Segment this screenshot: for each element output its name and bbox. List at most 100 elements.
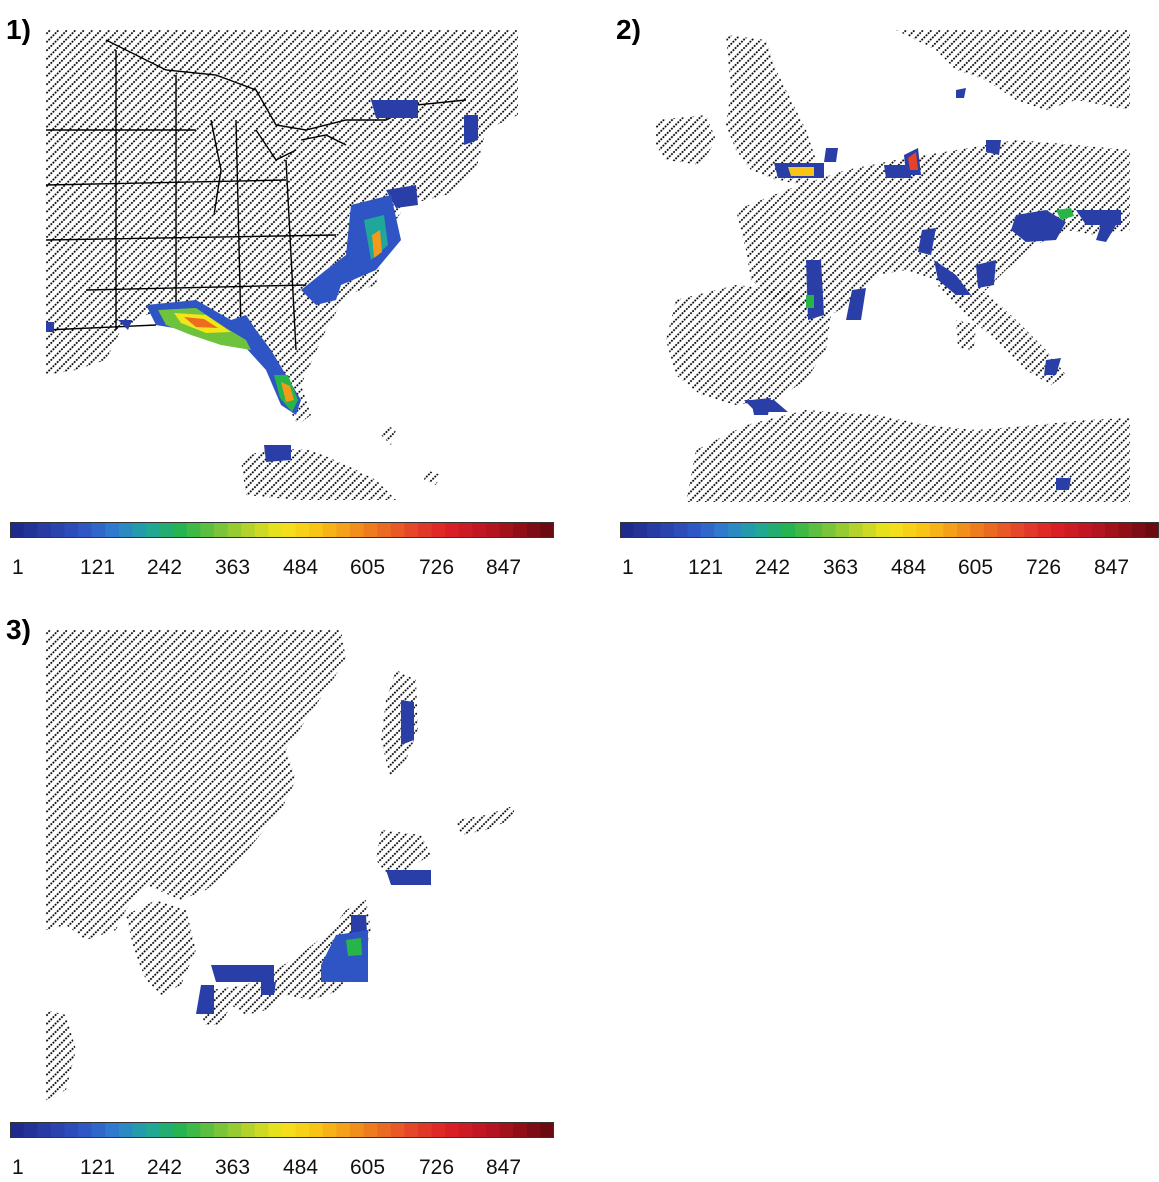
colorbar-cell: [105, 522, 120, 538]
colorbar-cell: [10, 1122, 25, 1138]
colorbar-cell: [64, 1122, 79, 1138]
colorbar-cell: [431, 522, 446, 538]
colorbar-cell: [200, 1122, 215, 1138]
colorbar-cell: [23, 1122, 38, 1138]
colorbar-cell: [1037, 522, 1052, 538]
colorbar-cell: [186, 1122, 201, 1138]
colorbar-cell: [309, 1122, 324, 1138]
colorbar-cell: [445, 522, 460, 538]
colorbar-cell: [146, 522, 161, 538]
data-heat: [744, 88, 1121, 490]
colorbar-cell: [390, 1122, 405, 1138]
colorbar-cell: [254, 522, 269, 538]
colorbar-cell: [660, 522, 675, 538]
colorbar-cell: [862, 522, 877, 538]
colorbar-cell: [540, 1122, 554, 1138]
colorbar-cell: [486, 1122, 501, 1138]
tick-label: 484: [283, 1156, 319, 1179]
colorbar: [10, 522, 554, 538]
tick-label: 847: [1094, 556, 1130, 579]
tick-label: 847: [486, 1156, 522, 1179]
colorbar-cell: [687, 522, 702, 538]
colorbar-cell: [458, 1122, 473, 1138]
map-western-europe: [656, 30, 1130, 502]
tick-label: 363: [823, 556, 859, 579]
data-heat: [196, 700, 431, 1014]
colorbar-cells: [10, 1122, 554, 1138]
colorbar-cell: [404, 1122, 419, 1138]
tick-label: 484: [283, 556, 319, 579]
tick-label: 605: [350, 556, 386, 579]
colorbar-cell: [241, 522, 256, 538]
colorbar-cell: [118, 522, 133, 538]
colorbar-cell: [795, 522, 810, 538]
colorbar-cell: [295, 1122, 310, 1138]
colorbar-cell: [983, 522, 998, 538]
colorbar-cell: [37, 522, 52, 538]
colorbar-cell: [472, 522, 487, 538]
colorbar-cell: [268, 1122, 283, 1138]
colorbar-cell: [50, 522, 65, 538]
colorbar-cell: [1091, 522, 1106, 538]
colorbar-cell: [64, 522, 79, 538]
map-eastern-us: [46, 30, 518, 500]
colorbar-cell: [1024, 522, 1039, 538]
colorbar-cell: [23, 522, 38, 538]
tick-label: 242: [147, 1156, 183, 1179]
colorbar-cell: [499, 1122, 514, 1138]
colorbar-cell: [105, 1122, 120, 1138]
tick-label: 363: [215, 1156, 251, 1179]
data-heat: [46, 100, 478, 462]
tick-label: 726: [419, 556, 455, 579]
colorbar-cell: [377, 522, 392, 538]
colorbar-cell: [526, 522, 541, 538]
colorbar-cell: [902, 522, 918, 538]
colorbar-cell: [118, 1122, 133, 1138]
tick-label: 484: [891, 556, 927, 579]
colorbar-cell: [540, 522, 554, 538]
colorbar-cell: [336, 1122, 351, 1138]
colorbar-cell: [714, 522, 729, 538]
colorbar-cell: [309, 522, 324, 538]
colorbar-cell: [727, 522, 742, 538]
colorbar-cell: [700, 522, 715, 538]
tick-label: 121: [80, 1156, 116, 1179]
colorbar-ticks: 1 121 242 363 484 605 726 847: [10, 1156, 554, 1182]
colorbar-cell: [526, 1122, 541, 1138]
colorbar-cell: [132, 1122, 147, 1138]
colorbar-cell: [513, 1122, 528, 1138]
panel-3: 3) 1 121 242 363 484 605: [0, 600, 560, 1179]
colorbar-cell: [295, 522, 310, 538]
tick-label: 1: [12, 556, 24, 579]
colorbar-ticks: 1 121 242 363 484 605 726 847: [10, 556, 554, 582]
colorbar-cell: [350, 1122, 365, 1138]
colorbar-cell: [458, 522, 473, 538]
colorbar-cell: [876, 522, 891, 538]
colorbar-cells: [10, 522, 554, 538]
tick-label: 242: [755, 556, 791, 579]
tick-label: 1: [12, 1156, 24, 1179]
colorbar-cell: [1010, 522, 1025, 538]
colorbar-cell: [214, 1122, 229, 1138]
colorbar-cell: [418, 522, 433, 538]
colorbar-cell: [822, 522, 837, 538]
colorbar-cell: [431, 1122, 446, 1138]
colorbar-cell: [620, 522, 635, 538]
colorbar-cell: [350, 522, 365, 538]
colorbar-cell: [1051, 522, 1066, 538]
land-area: [656, 30, 1130, 502]
colorbar-cell: [418, 1122, 433, 1138]
tick-label: 605: [350, 1156, 386, 1179]
panel-2: 2): [610, 0, 1159, 590]
colorbar-cell: [808, 522, 823, 538]
colorbar-cell: [227, 1122, 242, 1138]
colorbar-ticks: 1 121 242 363 484 605 726 847: [620, 556, 1159, 582]
colorbar-cell: [1118, 522, 1133, 538]
colorbar-cell: [849, 522, 864, 538]
colorbar-cell: [943, 522, 958, 538]
colorbar-cell: [768, 522, 783, 538]
colorbar-cell: [929, 522, 944, 538]
colorbar-cell: [91, 522, 106, 538]
colorbar-cell: [390, 522, 405, 538]
panel-label: 3): [6, 614, 31, 645]
